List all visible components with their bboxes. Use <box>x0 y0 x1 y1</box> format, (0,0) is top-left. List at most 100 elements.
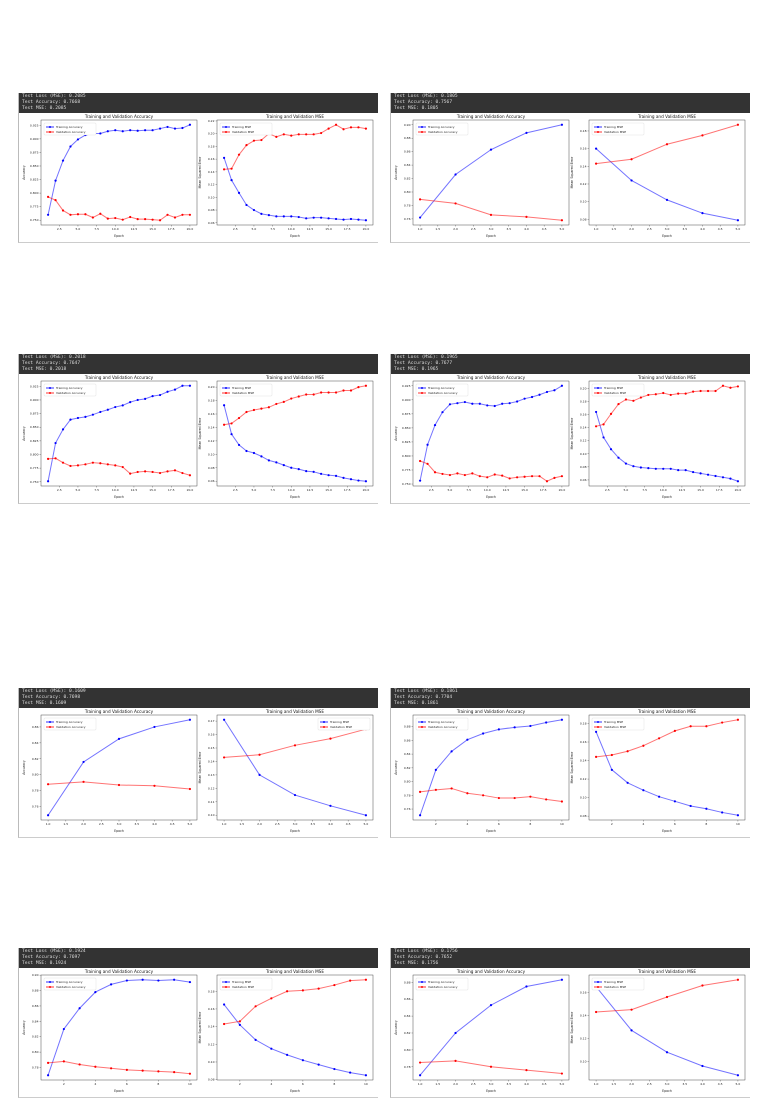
training-point <box>166 125 169 129</box>
y-tick-label: 0.925 <box>30 384 39 388</box>
validation-point <box>665 995 669 999</box>
x-tick-label: 2.5 <box>429 488 434 492</box>
screenshot-panel-4: Test Loss (MSE): 0.1965 Test Accuracy: 0.… <box>390 354 750 504</box>
legend-marker <box>225 126 227 128</box>
validation-point <box>144 470 147 473</box>
metric-line: Test Loss (MSE): 0.1861 <box>394 689 458 694</box>
training-point <box>706 473 710 476</box>
training-point <box>151 395 154 398</box>
x-tick-label: 5.0 <box>736 227 741 231</box>
y-tick-label: 0.86 <box>32 1004 39 1008</box>
training-point <box>230 179 233 182</box>
validation-point <box>364 384 368 387</box>
metric-line: Test MSE: 0.1805 <box>394 106 439 111</box>
chart-title: Training and Validation Accuracy <box>84 114 154 119</box>
legend-label: Validation MSE <box>604 985 626 989</box>
validation-point <box>125 1068 128 1071</box>
validation-point <box>312 393 315 396</box>
validation-point <box>110 1067 113 1070</box>
x-tick-label: 10 <box>188 1082 192 1086</box>
training-point <box>121 404 124 407</box>
validation-point <box>54 457 57 460</box>
metric-line: Test Loss (MSE): 0.2018 <box>22 355 86 360</box>
y-axis-label: Mean Squared Error <box>198 1011 202 1043</box>
validation-point <box>342 389 345 392</box>
metric-line: Test Loss (MSE): 0.1756 <box>394 949 458 954</box>
y-tick-label: 0.78 <box>404 1065 411 1069</box>
y-tick-label: 0.08 <box>580 814 587 818</box>
x-tick-label: 3.5 <box>506 227 511 231</box>
validation-point <box>94 1065 97 1068</box>
validation-point <box>61 209 65 212</box>
x-tick-label: 17.5 <box>344 488 351 492</box>
training-point <box>275 461 278 464</box>
training-point <box>267 214 270 217</box>
training-point <box>610 768 613 771</box>
legend-label: Training MSE <box>231 125 251 129</box>
y-tick-label: 0.80 <box>404 780 411 784</box>
training-point <box>418 814 422 817</box>
x-tick-label: 5.0 <box>364 822 369 826</box>
training-point <box>290 215 293 218</box>
validation-point <box>714 389 717 393</box>
plot-area <box>40 714 198 821</box>
training-point <box>736 219 740 222</box>
y-tick-label: 0.16 <box>208 1007 215 1011</box>
validation-point <box>560 1072 564 1075</box>
validation-point <box>665 143 669 146</box>
x-tick-label: 4.0 <box>524 227 529 231</box>
y-axis-label: Accuracy <box>394 165 398 180</box>
training-point <box>136 398 139 402</box>
validation-point <box>418 1061 422 1064</box>
legend-label: Training MSE <box>603 720 623 724</box>
training-point <box>489 148 493 151</box>
validation-point <box>106 217 109 220</box>
training-point <box>662 467 665 470</box>
training-point <box>626 781 629 784</box>
training-point <box>110 983 113 986</box>
legend-marker <box>421 387 423 389</box>
validation-point <box>121 465 124 469</box>
x-axis-label: Epoch <box>114 234 124 238</box>
y-tick-label: 0.10 <box>208 1060 215 1064</box>
validation-point <box>69 213 72 216</box>
y-axis-label: Mean Squared Error <box>570 751 574 783</box>
training-point <box>525 131 528 134</box>
training-point <box>125 979 128 982</box>
training-point <box>642 789 645 792</box>
y-tick-label: 0.86 <box>32 725 39 729</box>
training-point <box>357 218 360 221</box>
y-tick-label: 0.78 <box>32 1066 39 1070</box>
training-point <box>91 413 94 416</box>
training-point <box>188 718 192 721</box>
y-tick-label: 0.88 <box>32 989 39 993</box>
validation-point <box>76 464 80 467</box>
training-point <box>260 455 263 458</box>
validation-point <box>721 721 724 724</box>
screenshot-panel-3: Test Loss (MSE): 0.2018 Test Accuracy: 0.… <box>18 354 378 504</box>
legend-label: Validation MSE <box>604 130 626 134</box>
legend-label: Validation Accuracy <box>56 985 86 989</box>
validation-point <box>736 123 740 126</box>
validation-point <box>433 471 437 474</box>
plot-area <box>412 380 570 487</box>
training-point <box>594 730 598 733</box>
y-tick-label: 0.80 <box>404 190 411 194</box>
validation-point <box>252 139 256 142</box>
training-point <box>602 436 605 439</box>
training-point <box>463 400 466 404</box>
x-tick-label: 20.0 <box>559 488 566 492</box>
validation-point <box>466 792 469 795</box>
y-tick-label: 0.15 <box>208 746 215 750</box>
x-axis-label: Epoch <box>486 1089 496 1093</box>
validation-point <box>252 408 256 412</box>
x-tick-label: 20.0 <box>363 488 370 492</box>
validation-point <box>237 416 241 420</box>
training-point <box>329 804 332 807</box>
y-tick-label: 0.78 <box>404 203 411 207</box>
training-point <box>530 395 534 399</box>
x-tick-label: 10.0 <box>112 488 119 492</box>
training-point <box>173 388 177 391</box>
y-tick-label: 0.14 <box>208 1025 215 1029</box>
